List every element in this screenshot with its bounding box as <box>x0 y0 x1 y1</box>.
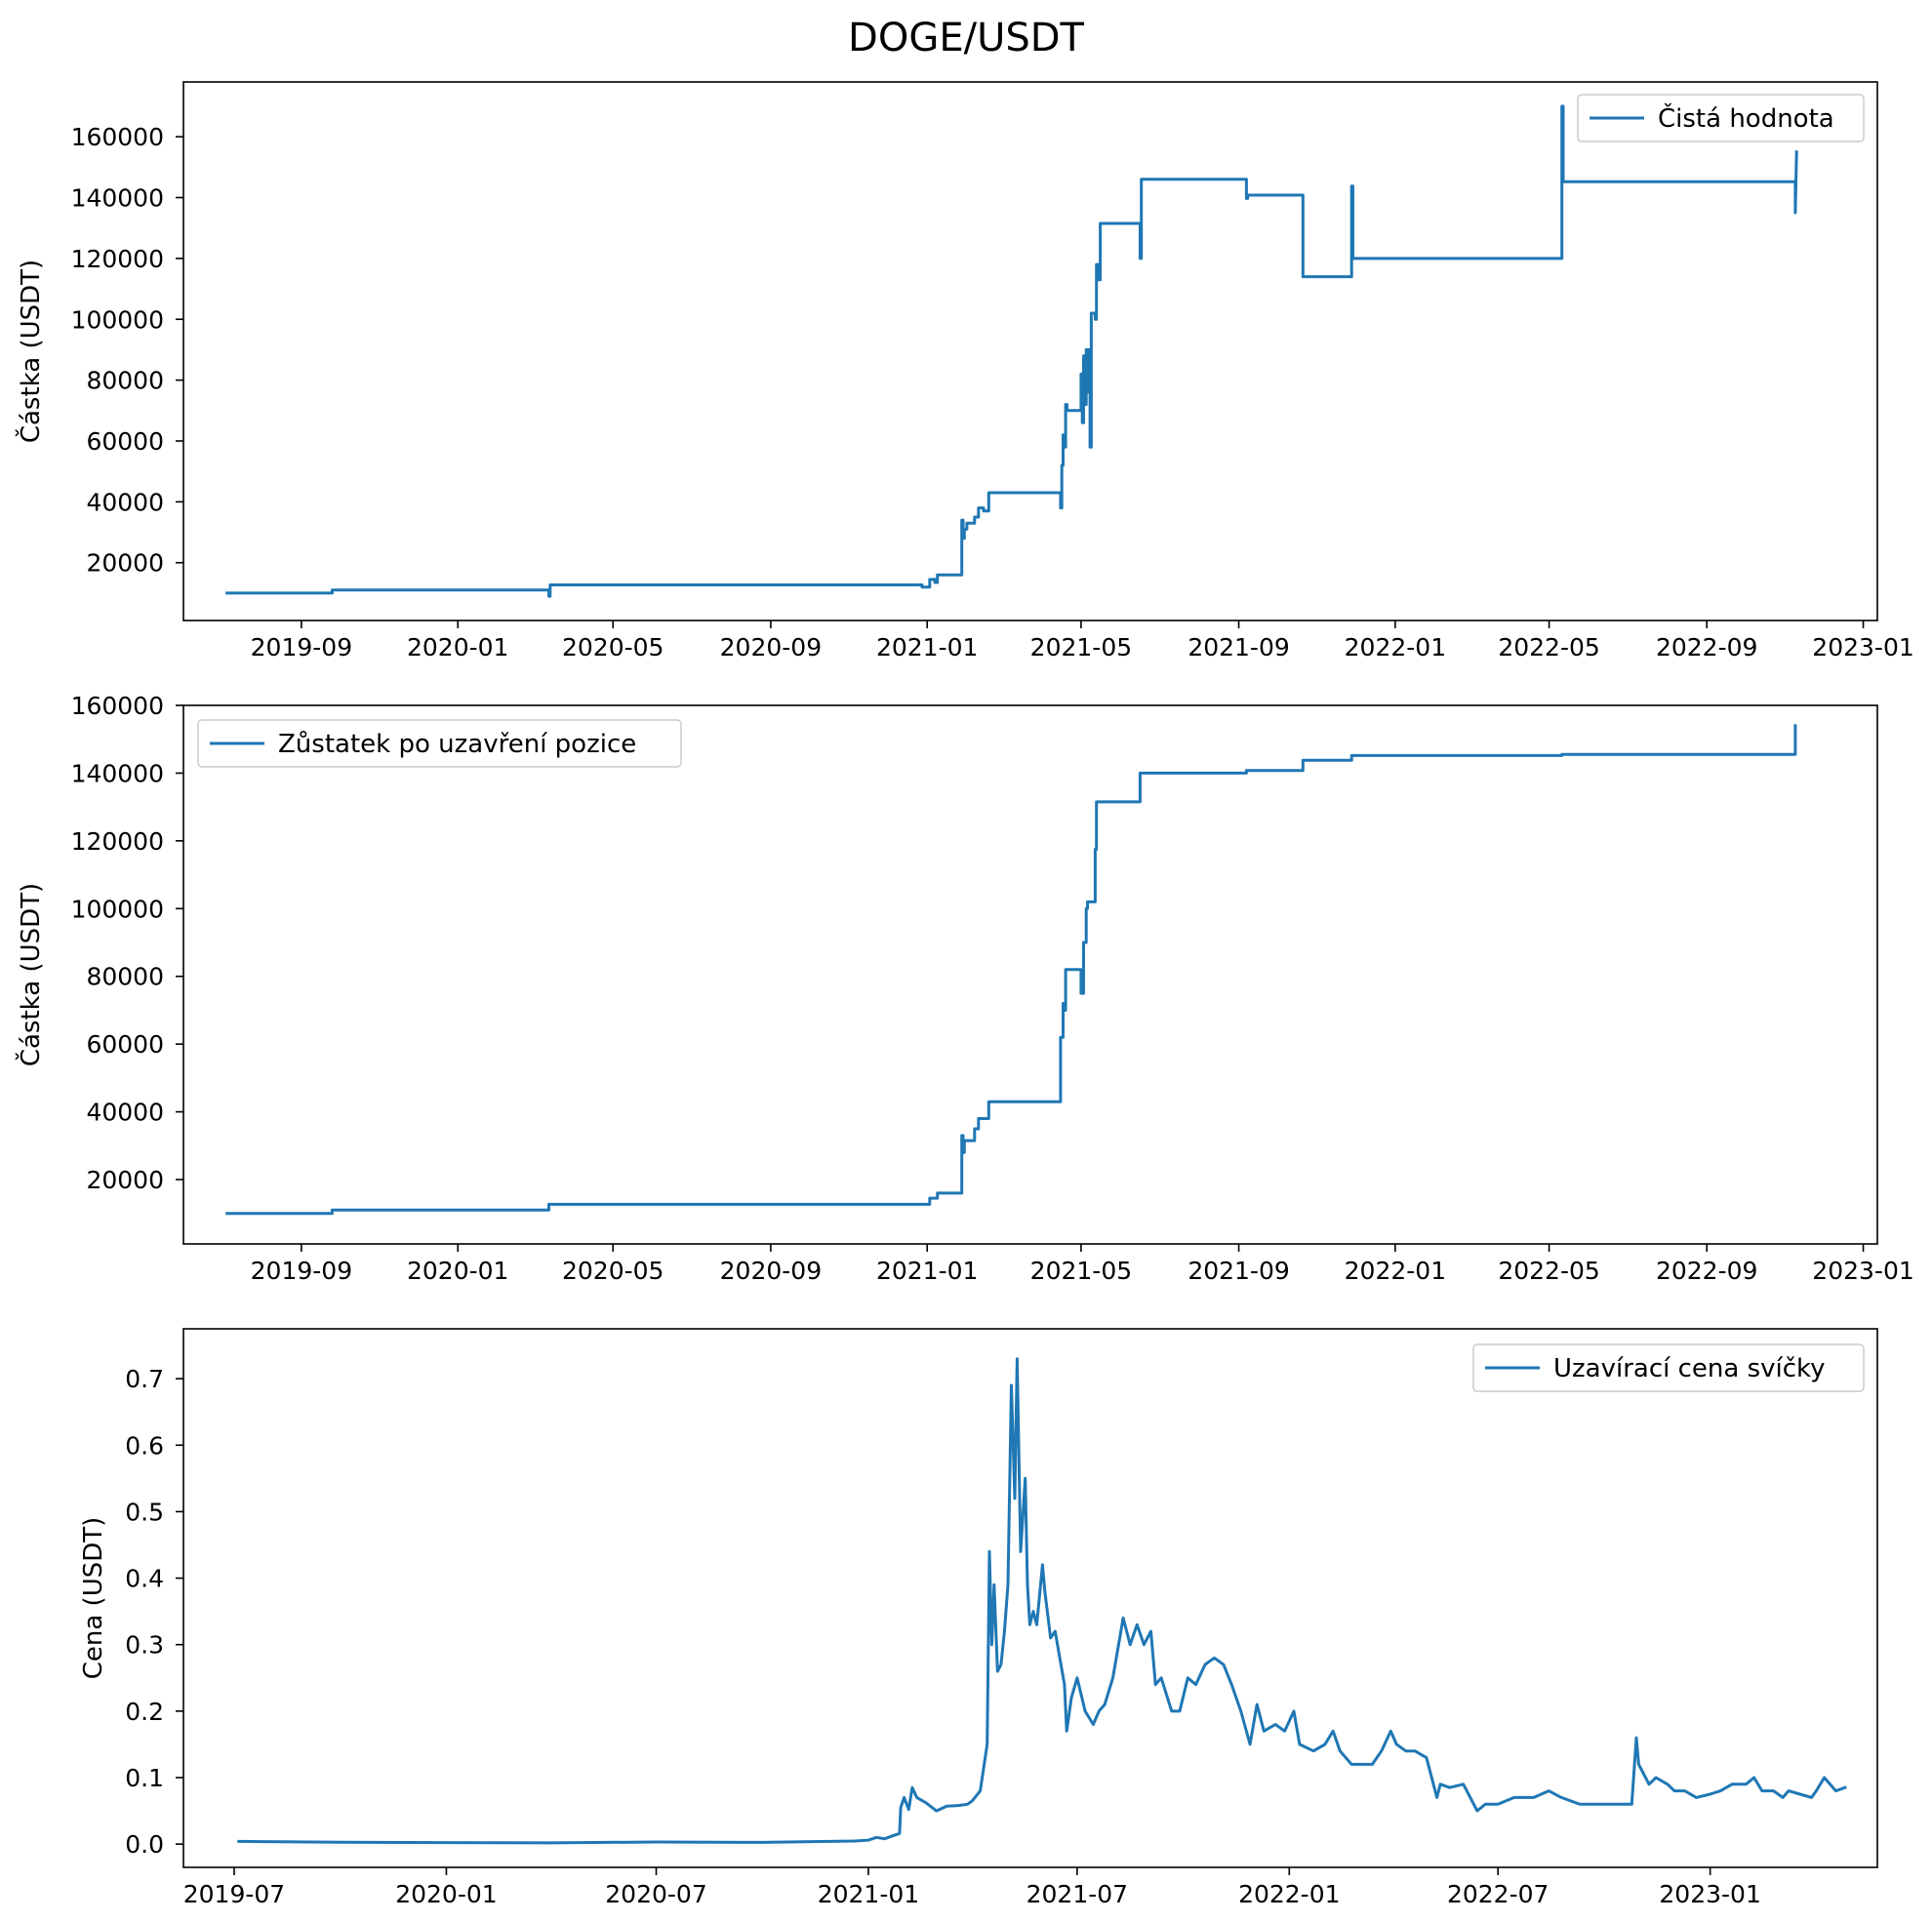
y-tick-label: 0.3 <box>125 1631 164 1660</box>
legend-label: Uzavírací cena svíčky <box>1553 1354 1826 1383</box>
x-tick-label: 2022-05 <box>1498 633 1599 661</box>
figure-title: DOGE/USDT <box>848 16 1085 60</box>
y-tick-label: 140000 <box>71 184 164 213</box>
x-tick-label: 2021-01 <box>818 1880 919 1908</box>
y-tick-label: 40000 <box>86 488 164 516</box>
candle-close-price-chart: 2019-07 2020-01 2020-07 2021-01 2021-07 2022-… <box>79 1328 1878 1908</box>
y-tick-label: 80000 <box>86 367 164 395</box>
x-tick-label: 2020-01 <box>395 1880 497 1908</box>
y-axis-label: Částka (USDT) <box>15 260 46 443</box>
y-tick-label: 160000 <box>71 123 164 151</box>
x-tick-label: 2022-01 <box>1345 633 1446 661</box>
y-tick-label: 0.5 <box>125 1498 164 1526</box>
axes-frame <box>182 1328 1878 1868</box>
balance-after-close-chart: 2019-09 2020-01 2020-05 2020-09 2021-01 2021-… <box>15 692 1914 1285</box>
y-tick-label: 0.6 <box>125 1431 164 1460</box>
y-tick-label: 100000 <box>71 305 164 334</box>
y-tick-label: 0.7 <box>125 1365 164 1393</box>
x-tick-label: 2022-09 <box>1656 633 1757 661</box>
legend-label: Zůstatek po uzavření pozice <box>278 730 636 759</box>
net-value-chart: 2019-09 2020-01 2020-05 2020-09 2021-01 2021-… <box>15 81 1914 661</box>
y-tick-label: 60000 <box>86 1030 164 1059</box>
axes-frame <box>182 704 1878 1245</box>
legend-label: Čistá hodnota <box>1658 102 1834 134</box>
y-tick-label: 20000 <box>86 549 164 578</box>
x-tick-label: 2021-09 <box>1187 633 1289 661</box>
x-tick-label: 2020-05 <box>562 1257 664 1285</box>
y-tick-label: 60000 <box>86 427 164 456</box>
legend-box <box>1472 1343 1865 1392</box>
y-tick-label: 0.2 <box>125 1698 164 1726</box>
legend-box <box>197 719 682 768</box>
x-tick-label: 2022-01 <box>1345 1257 1446 1285</box>
x-tick-label: 2023-01 <box>1659 1880 1760 1908</box>
x-tick-label: 2020-01 <box>407 633 508 661</box>
y-tick-label: 0.1 <box>125 1764 164 1792</box>
x-tick-label: 2019-09 <box>251 633 352 661</box>
series-line <box>237 1357 1847 1845</box>
y-tick-label: 120000 <box>71 827 164 856</box>
legend: Uzavírací cena svíčky <box>1472 1343 1865 1392</box>
legend: Zůstatek po uzavření pozice <box>197 719 682 768</box>
x-tick-label: 2021-07 <box>1026 1880 1128 1908</box>
y-tick-label: 0.0 <box>125 1830 164 1859</box>
y-tick-label: 120000 <box>71 245 164 273</box>
y-axis-label: Cena (USDT) <box>79 1517 108 1680</box>
x-tick-label: 2023-01 <box>1812 633 1913 661</box>
x-tick-label: 2022-01 <box>1238 1880 1340 1908</box>
x-tick-label: 2019-09 <box>251 1257 352 1285</box>
x-tick-label: 2023-01 <box>1812 1257 1913 1285</box>
x-tick-label: 2020-09 <box>720 1257 822 1285</box>
x-tick-label: 2020-09 <box>720 633 822 661</box>
legend-box <box>1577 94 1865 142</box>
y-axis-label: Částka (USDT) <box>15 883 46 1066</box>
x-tick-label: 2020-07 <box>605 1880 706 1908</box>
x-tick-label: 2020-01 <box>407 1257 508 1285</box>
y-tick-label: 100000 <box>71 895 164 923</box>
x-tick-label: 2022-07 <box>1447 1880 1549 1908</box>
series-line <box>225 104 1798 598</box>
legend: Čistá hodnota <box>1577 94 1865 142</box>
axes-frame <box>182 81 1878 621</box>
y-tick-label: 140000 <box>71 759 164 787</box>
x-tick-label: 2022-09 <box>1656 1257 1757 1285</box>
y-tick-label: 0.4 <box>125 1565 164 1593</box>
x-tick-label: 2021-01 <box>876 1257 978 1285</box>
x-tick-label: 2021-01 <box>876 633 978 661</box>
y-tick-label: 160000 <box>71 692 164 720</box>
x-tick-label: 2022-05 <box>1498 1257 1599 1285</box>
x-tick-label: 2020-05 <box>562 633 664 661</box>
x-tick-label: 2021-05 <box>1030 633 1132 661</box>
y-tick-label: 80000 <box>86 963 164 991</box>
x-tick-label: 2021-05 <box>1030 1257 1132 1285</box>
y-tick-label: 20000 <box>86 1166 164 1194</box>
x-tick-label: 2019-07 <box>183 1880 285 1908</box>
x-tick-label: 2021-09 <box>1187 1257 1289 1285</box>
series-line <box>225 724 1797 1216</box>
y-tick-label: 40000 <box>86 1099 164 1127</box>
